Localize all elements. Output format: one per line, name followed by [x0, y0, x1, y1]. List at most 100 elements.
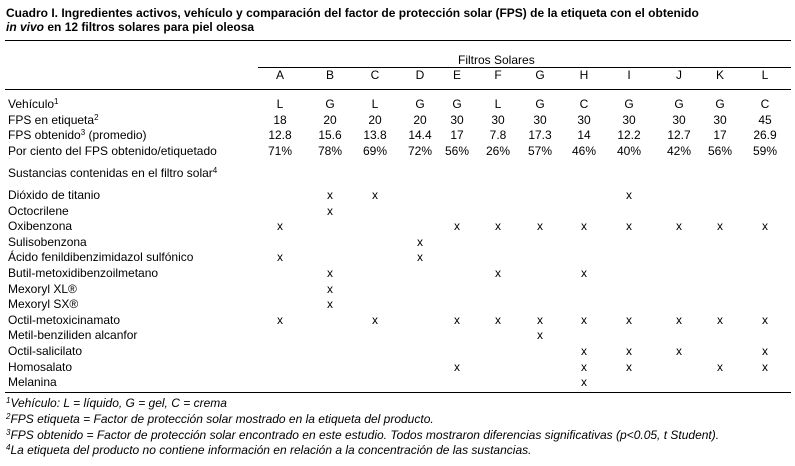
substance-mark: x — [417, 250, 423, 264]
footnote-ref: 1 — [54, 97, 59, 106]
substance-name: Octil-salicilato — [8, 344, 83, 358]
table-cell: 30 — [533, 113, 547, 127]
table-cell: 13.8 — [363, 128, 387, 142]
substance-mark: x — [495, 266, 501, 280]
substance-name: Dióxido de titanio — [8, 188, 101, 202]
substance-mark: x — [581, 313, 587, 327]
footnote-number: 2 — [6, 412, 11, 421]
table-cell: 71% — [267, 144, 293, 158]
table-cell: L — [276, 97, 284, 111]
table-cell: 57% — [527, 144, 553, 158]
column-header-a: A — [275, 68, 284, 82]
substance-mark: x — [327, 204, 333, 218]
table-cell: 20 — [368, 113, 382, 127]
table-cell: 20 — [323, 113, 337, 127]
substance-mark: x — [581, 266, 587, 280]
substance-mark: x — [626, 313, 632, 327]
substance-mark: x — [717, 360, 723, 374]
substance-name: Butil-metoxidibenzoilmetano — [8, 266, 159, 280]
table-cell: 59% — [752, 144, 778, 158]
substance-mark: x — [676, 219, 682, 233]
substance-mark: x — [717, 313, 723, 327]
substance-mark: x — [581, 344, 587, 358]
substance-mark: x — [581, 360, 587, 374]
table-cell: 30 — [491, 113, 505, 127]
substance-mark: x — [327, 266, 333, 280]
substance-mark: x — [277, 250, 283, 264]
footnote-ref: 2 — [94, 113, 99, 122]
column-header-i: I — [627, 68, 631, 82]
substance-mark: x — [626, 344, 632, 358]
substance-name: Homosalato — [8, 360, 73, 374]
substance-mark: x — [676, 344, 682, 358]
table-cell: L — [371, 97, 379, 111]
table-cell: 30 — [450, 113, 464, 127]
table-cell: 30 — [577, 113, 591, 127]
table-cell: 7.8 — [489, 128, 507, 142]
caption-line-2: in vivo en 12 filtros solares para piel … — [6, 20, 791, 34]
table-cell: 56% — [444, 144, 470, 158]
substance-mark: x — [372, 188, 378, 202]
substance-mark: x — [495, 313, 501, 327]
table-caption: Cuadro I. Ingredientes activos, vehículo… — [6, 6, 791, 34]
table-cell: L — [494, 97, 502, 111]
substance-mark: x — [626, 188, 632, 202]
caption-line-2-rest: en 12 filtros solares para piel oleosa — [44, 20, 255, 34]
table-cell: C — [579, 97, 589, 111]
table-cell: 72% — [407, 144, 433, 158]
column-header-l: L — [761, 68, 769, 82]
column-header-c: C — [370, 68, 380, 82]
substance-mark: x — [277, 313, 283, 327]
footnote-text: La etiqueta del producto no contiene inf… — [10, 443, 532, 457]
substance-mark: x — [537, 219, 543, 233]
footnote-number: 3 — [6, 428, 11, 437]
table-cell: 17 — [450, 128, 464, 142]
substance-name: Metil-benziliden alcanfor — [8, 328, 138, 342]
top-rule — [5, 40, 791, 41]
table-cell: 30 — [672, 113, 686, 127]
column-header-e: E — [452, 68, 461, 82]
substance-name: Octil-metoxicinamato — [8, 313, 121, 327]
table-cell: 42% — [666, 144, 692, 158]
column-header-g: G — [535, 68, 545, 82]
row-label: Vehículo1 — [8, 97, 59, 111]
footnote-text: FPS obtenido = Factor de protección sola… — [10, 428, 720, 442]
table-cell: 12.7 — [667, 128, 691, 142]
row-label-suffix: (promedio) — [85, 128, 147, 142]
substance-mark: x — [327, 297, 333, 311]
group-header: Filtros Solares — [458, 53, 535, 67]
table-cell: 69% — [362, 144, 388, 158]
table-cell: G — [325, 97, 335, 111]
substance-mark: x — [277, 219, 283, 233]
substance-mark: x — [581, 219, 587, 233]
substance-mark: x — [626, 360, 632, 374]
footnote-text: Vehículo: L = líquido, G = gel, C = crem… — [10, 396, 227, 410]
caption-italic-term: in vivo — [6, 20, 45, 34]
column-header-b: B — [325, 68, 334, 82]
table-cell: 46% — [571, 144, 597, 158]
substance-mark: x — [454, 360, 460, 374]
footnote-number: 4 — [6, 443, 11, 452]
substance-mark: x — [762, 360, 768, 374]
table-cell: 20 — [413, 113, 427, 127]
table-cell: 12.8 — [268, 128, 292, 142]
group-header-rule — [258, 67, 791, 68]
row-label-text: FPS obtenido — [8, 128, 81, 142]
substance-mark: x — [676, 313, 682, 327]
footnote-ref: 4 — [212, 166, 218, 175]
column-header-d: D — [415, 68, 425, 82]
substance-name: Sulisobenzona — [8, 235, 87, 249]
substance-mark: x — [762, 313, 768, 327]
substance-name: Mexoryl XL® — [8, 282, 77, 296]
substance-name: Octocrilene — [8, 204, 69, 218]
table-cell: G — [674, 97, 684, 111]
table-cell: 17.3 — [528, 128, 552, 142]
footnote: 1Vehículo: L = líquido, G = gel, C = cre… — [6, 396, 227, 410]
table-cell: G — [535, 97, 545, 111]
substance-mark: x — [626, 219, 632, 233]
row-label: Por ciento del FPS obtenido/etiquetado — [8, 144, 217, 158]
table-cell: G — [715, 97, 725, 111]
table-cell: C — [760, 97, 770, 111]
footnote-ref: 3 — [80, 128, 86, 137]
substances-header-text: Sustancias contenidas en el filtro solar — [8, 166, 213, 180]
